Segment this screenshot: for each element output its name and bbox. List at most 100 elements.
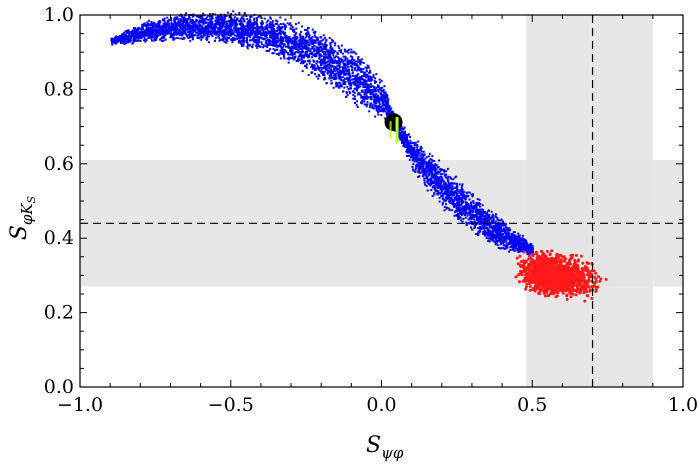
data-point-blue: [196, 32, 199, 35]
data-point-blue: [330, 74, 333, 77]
data-point-blue: [144, 31, 147, 34]
data-point-blue: [268, 23, 271, 25]
data-point-blue: [320, 59, 323, 62]
data-point-blue: [211, 31, 213, 34]
data-point-blue: [300, 38, 303, 40]
data-point-blue: [145, 32, 148, 35]
data-point-blue: [218, 18, 221, 21]
data-point-blue: [424, 168, 427, 171]
data-point-blue: [243, 20, 246, 23]
data-point-blue: [276, 35, 279, 38]
data-point-blue: [115, 36, 117, 38]
data-point-blue: [450, 177, 453, 180]
data-point-blue: [327, 51, 330, 54]
data-point-blue: [356, 64, 359, 67]
data-point-blue: [238, 34, 241, 36]
data-point-blue: [476, 203, 479, 206]
data-point-blue: [426, 189, 429, 192]
data-point-blue: [384, 110, 387, 113]
data-point-blue: [237, 41, 240, 44]
data-point-blue: [226, 38, 229, 41]
data-point-blue: [295, 35, 298, 38]
data-point-blue: [320, 68, 323, 71]
data-point-blue: [497, 219, 500, 222]
data-point-blue: [316, 64, 319, 67]
data-point-blue: [112, 39, 114, 42]
data-point-blue: [279, 27, 282, 30]
data-point-blue: [357, 85, 360, 88]
data-point-blue: [472, 221, 475, 224]
data-point-blue: [345, 95, 348, 98]
data-point-blue: [290, 51, 293, 54]
data-point-blue: [479, 230, 482, 232]
data-point-blue: [262, 29, 265, 32]
data-point-blue: [266, 24, 269, 27]
data-point-blue: [401, 128, 404, 131]
data-point-blue: [279, 31, 282, 34]
data-point-blue: [324, 70, 327, 73]
data-point-blue: [328, 77, 331, 80]
data-point-blue: [207, 30, 210, 33]
data-point-blue: [283, 57, 286, 60]
data-point-blue: [352, 81, 355, 83]
data-point-blue: [337, 74, 340, 77]
data-point-blue: [487, 218, 490, 221]
data-point-blue: [361, 78, 364, 81]
data-point-blue: [229, 38, 232, 41]
data-point-blue: [151, 28, 154, 30]
data-point-blue: [342, 62, 345, 65]
data-point-blue: [211, 12, 214, 15]
data-point-blue: [155, 23, 158, 26]
data-point-blue: [436, 186, 439, 189]
data-point-blue: [175, 16, 178, 19]
data-point-blue: [527, 247, 530, 250]
data-point-blue: [166, 16, 169, 19]
data-point-blue: [373, 89, 376, 92]
data-point-blue: [246, 39, 248, 42]
data-point-blue: [432, 175, 434, 178]
data-point-blue: [467, 208, 470, 211]
data-point-blue: [487, 220, 490, 223]
data-point-blue: [358, 81, 361, 84]
data-point-blue: [342, 55, 345, 58]
data-point-blue: [228, 26, 231, 29]
data-point-blue: [325, 43, 327, 46]
data-point-blue: [440, 191, 443, 194]
data-point-blue: [353, 68, 356, 71]
data-point-blue: [225, 20, 228, 23]
data-point-blue: [317, 46, 320, 49]
data-point-blue: [243, 37, 246, 40]
data-point-blue: [300, 44, 303, 47]
data-point-blue: [211, 20, 214, 23]
data-point-blue: [322, 46, 325, 49]
data-point-blue: [206, 27, 209, 30]
data-point-blue: [366, 87, 369, 90]
data-point-blue: [314, 53, 317, 56]
data-point-blue: [207, 21, 210, 24]
data-point-blue: [485, 231, 487, 234]
data-point-blue: [343, 66, 346, 69]
data-point-blue: [341, 58, 344, 61]
data-point-blue: [448, 209, 451, 212]
data-point-blue: [495, 230, 498, 233]
data-point-blue: [123, 36, 126, 39]
data-point-blue: [209, 32, 212, 35]
data-point-blue: [277, 45, 280, 48]
data-point-blue: [220, 21, 223, 24]
data-point-blue: [369, 83, 372, 85]
data-point-blue: [361, 84, 364, 86]
data-point-blue: [383, 97, 386, 100]
data-point-blue: [385, 96, 388, 99]
data-point-blue: [281, 42, 284, 45]
data-point-blue: [387, 106, 390, 108]
data-point-blue: [254, 27, 257, 30]
data-point-blue: [503, 236, 506, 239]
data-point-blue: [361, 70, 364, 73]
data-point-blue: [346, 63, 349, 66]
data-point-blue: [415, 165, 418, 168]
data-point-blue: [339, 71, 342, 73]
data-point-blue: [163, 31, 166, 34]
data-point-blue: [234, 28, 237, 31]
data-point-blue: [243, 27, 246, 30]
data-point-blue: [406, 154, 409, 157]
